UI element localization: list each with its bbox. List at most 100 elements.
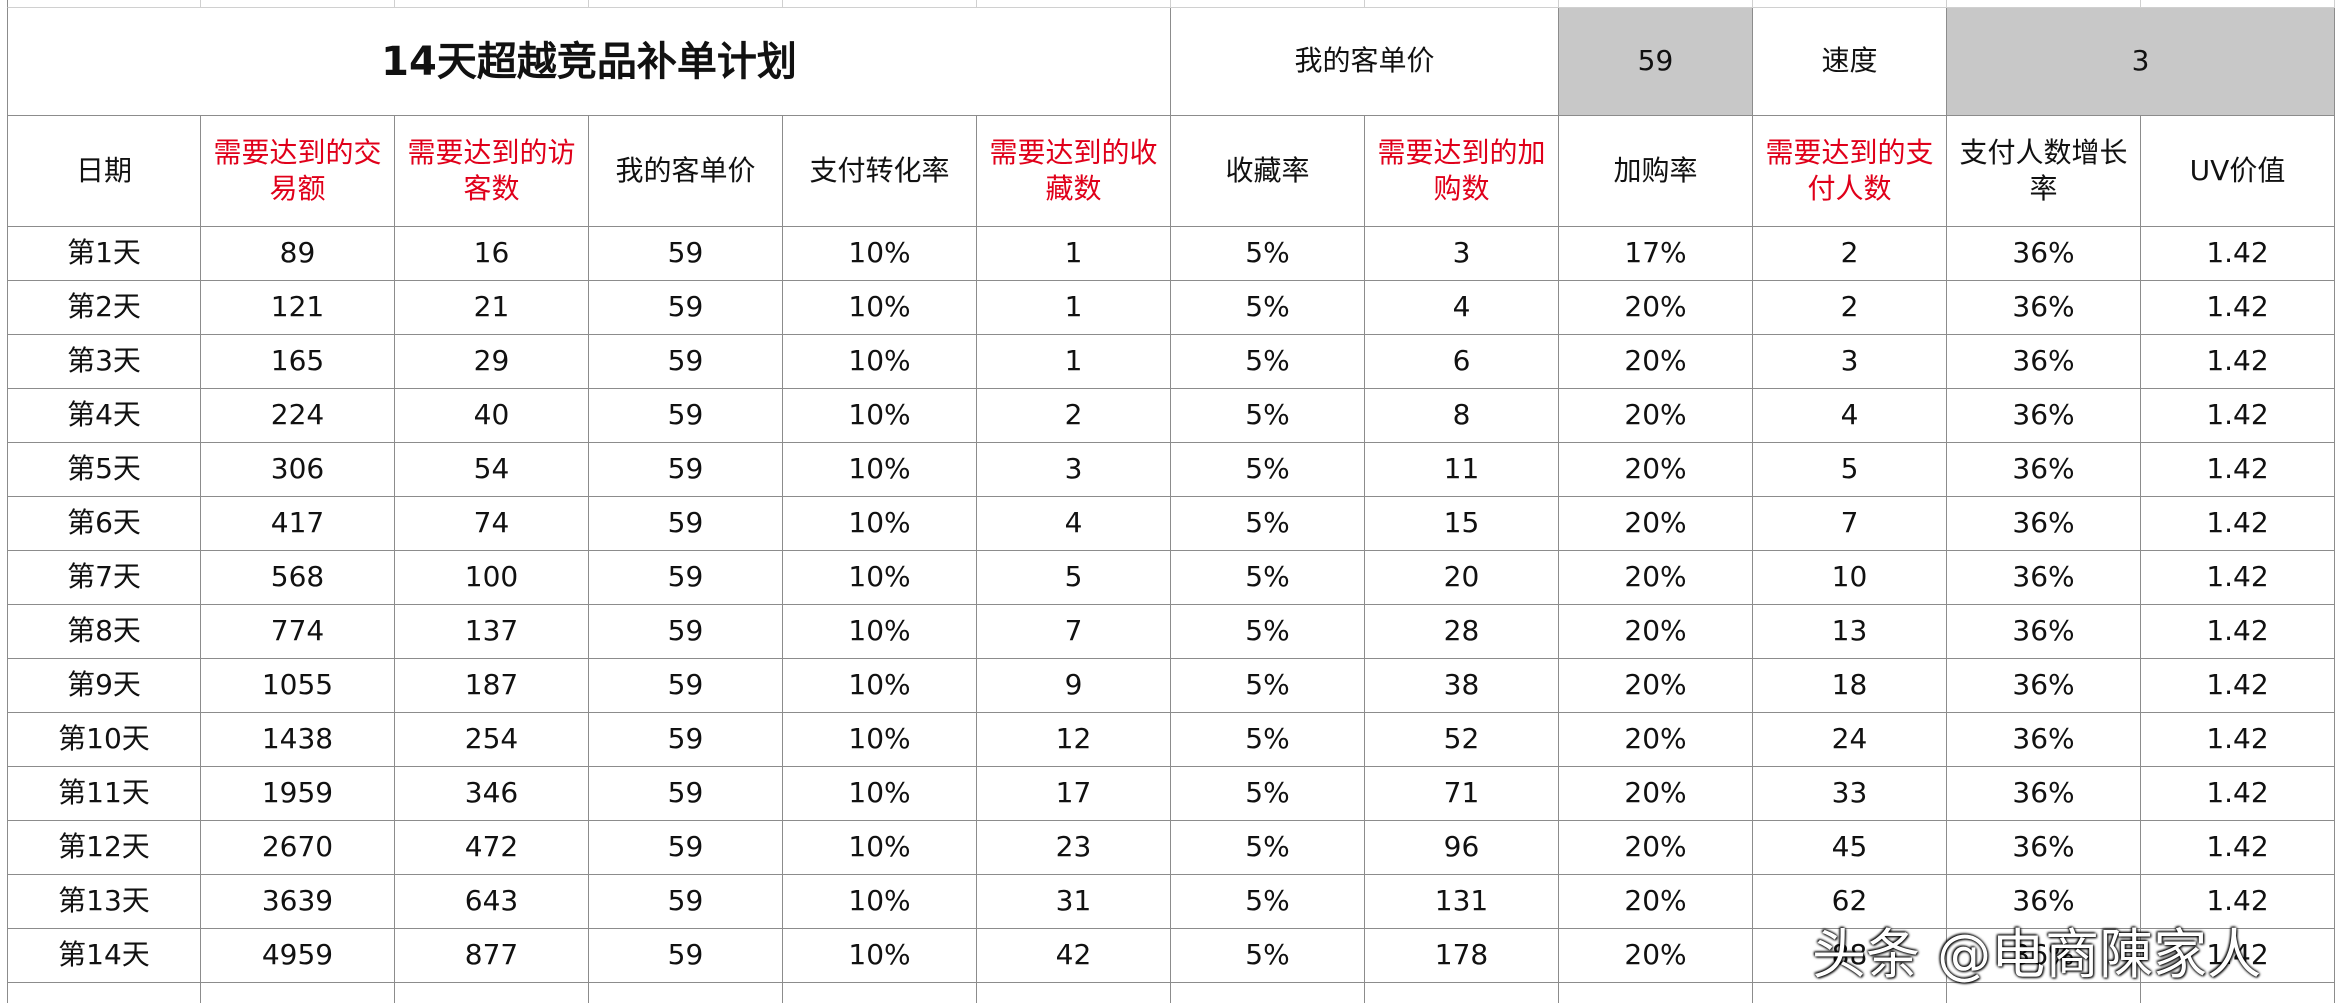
table-cell: 7 (977, 605, 1171, 659)
table-cell: 10% (783, 659, 977, 713)
table-cell: 59 (589, 929, 783, 983)
table-cell: 21 (395, 281, 589, 335)
table-cell: 29 (395, 335, 589, 389)
table-cell: 59 (589, 767, 783, 821)
table-cell: 10% (783, 389, 977, 443)
column-header: 需要达到的支付人数 (1753, 116, 1947, 227)
table-cell: 1959 (201, 767, 395, 821)
table-cell: 20% (1559, 335, 1753, 389)
table-cell: 52 (1365, 713, 1559, 767)
sheet-row-stub (395, 0, 589, 8)
table-cell: 88 (1753, 929, 1947, 983)
table-cell: 第7天 (7, 551, 201, 605)
table-cell: 5% (1171, 767, 1365, 821)
table-cell: 20% (1559, 659, 1753, 713)
table-cell: 10% (783, 929, 977, 983)
column-header: 收藏率 (1171, 116, 1365, 227)
table-cell: 224 (201, 389, 395, 443)
table-cell: 59 (589, 497, 783, 551)
table-cell: 59 (589, 389, 783, 443)
sheet-title: 14天超越竞品补单计划 (7, 8, 1171, 116)
table-cell: 36% (1947, 767, 2141, 821)
table-cell: 第4天 (7, 389, 201, 443)
table-cell: 3 (1753, 335, 1947, 389)
table-cell: 20% (1559, 767, 1753, 821)
table-cell: 5% (1171, 335, 1365, 389)
table-cell: 10% (783, 713, 977, 767)
table-cell: 643 (395, 875, 589, 929)
column-header: 支付转化率 (783, 116, 977, 227)
sheet-row-stub (1171, 0, 1365, 8)
table-cell: 2670 (201, 821, 395, 875)
table-cell: 36% (1947, 281, 2141, 335)
table-cell: 15 (1365, 497, 1559, 551)
table-cell: 36% (1947, 497, 2141, 551)
table-cell: 5% (1171, 929, 1365, 983)
sheet-row-stub (1559, 0, 1753, 8)
table-cell: 96 (1365, 821, 1559, 875)
table-cell: 45 (1753, 821, 1947, 875)
sheet-row-stub (1365, 0, 1559, 8)
sheet-row-stub (783, 0, 977, 8)
table-cell: 8 (1365, 389, 1559, 443)
table-cell: 28 (1365, 605, 1559, 659)
empty-cell (2141, 983, 2335, 1003)
table-cell: 第9天 (7, 659, 201, 713)
table-cell: 36% (1947, 227, 2141, 281)
table-cell: 40 (395, 389, 589, 443)
table-cell: 877 (395, 929, 589, 983)
table-cell: 1.42 (2141, 659, 2335, 713)
table-cell: 20% (1559, 821, 1753, 875)
column-header: 需要达到的收藏数 (977, 116, 1171, 227)
table-cell: 2 (1753, 227, 1947, 281)
table-cell: 1 (977, 227, 1171, 281)
table-cell: 165 (201, 335, 395, 389)
table-cell: 20% (1559, 497, 1753, 551)
table-cell: 10 (1753, 551, 1947, 605)
column-header: 需要达到的访客数 (395, 116, 589, 227)
table-cell: 59 (589, 875, 783, 929)
table-cell: 59 (589, 713, 783, 767)
table-cell: 10% (783, 605, 977, 659)
table-cell: 10% (783, 443, 977, 497)
table-cell: 568 (201, 551, 395, 605)
table-cell: 10% (783, 551, 977, 605)
table-cell: 24 (1753, 713, 1947, 767)
table-cell: 59 (589, 335, 783, 389)
table-cell: 1.42 (2141, 713, 2335, 767)
table-cell: 4 (1365, 281, 1559, 335)
table-cell: 1055 (201, 659, 395, 713)
table-cell: 第6天 (7, 497, 201, 551)
table-cell: 5% (1171, 713, 1365, 767)
table-cell: 1438 (201, 713, 395, 767)
table-cell: 第10天 (7, 713, 201, 767)
table-cell: 5% (1171, 551, 1365, 605)
table-cell: 5% (1171, 659, 1365, 713)
table-cell: 7 (1753, 497, 1947, 551)
table-cell: 1.42 (2141, 281, 2335, 335)
watermark: 头条 @电商陳家人 (1812, 923, 2262, 986)
table-cell: 36% (1947, 875, 2141, 929)
table-cell: 36% (1947, 389, 2141, 443)
table-cell: 5 (977, 551, 1171, 605)
table-cell: 59 (589, 605, 783, 659)
table-cell: 178 (1365, 929, 1559, 983)
sheet-row-stub (2141, 0, 2335, 8)
table-cell: 306 (201, 443, 395, 497)
table-cell: 第2天 (7, 281, 201, 335)
table-cell: 774 (201, 605, 395, 659)
table-cell: 5% (1171, 875, 1365, 929)
empty-cell (977, 983, 1171, 1003)
table-cell: 59 (589, 821, 783, 875)
table-cell: 59 (589, 443, 783, 497)
table-cell: 10% (783, 335, 977, 389)
table-cell: 1 (977, 335, 1171, 389)
table-cell: 13 (1753, 605, 1947, 659)
table-cell: 1.42 (2141, 767, 2335, 821)
table-cell: 10% (783, 875, 977, 929)
table-cell: 5% (1171, 497, 1365, 551)
table-cell: 137 (395, 605, 589, 659)
summary-label: 我的客单价 (1171, 8, 1559, 116)
table-cell: 5% (1171, 389, 1365, 443)
